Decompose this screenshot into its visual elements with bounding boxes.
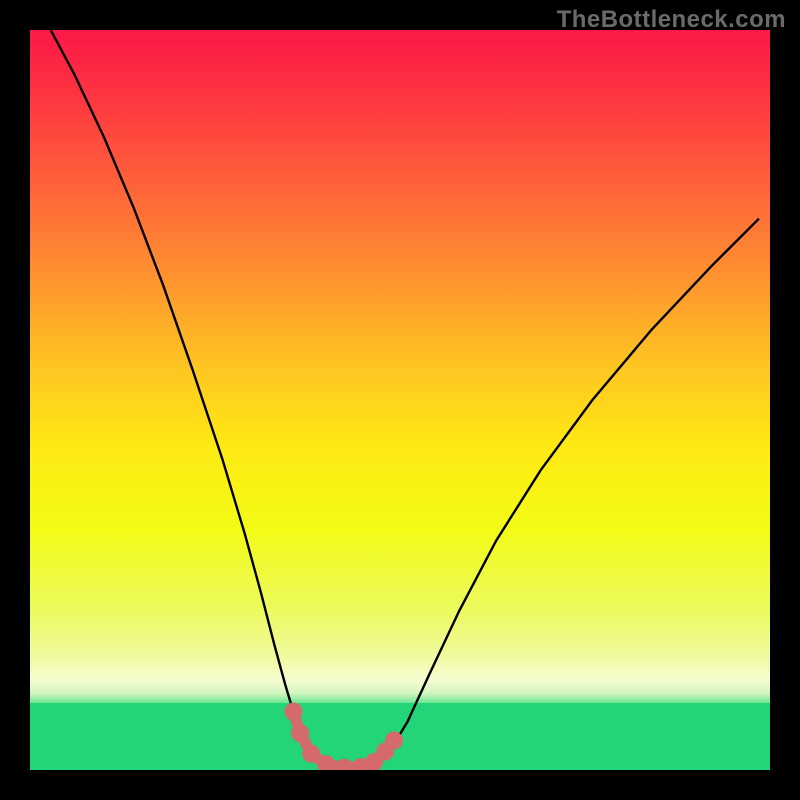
curve-layer [30, 30, 770, 770]
valley-highlight-marker [302, 745, 320, 763]
valley-highlight-marker [336, 759, 354, 770]
chart-canvas: TheBottleneck.com [0, 0, 800, 800]
valley-highlight-marker [291, 724, 309, 742]
valley-highlight-marker [284, 703, 302, 721]
plot-area [30, 30, 770, 770]
main-curve [51, 30, 759, 769]
valley-highlight-marker [385, 731, 403, 749]
